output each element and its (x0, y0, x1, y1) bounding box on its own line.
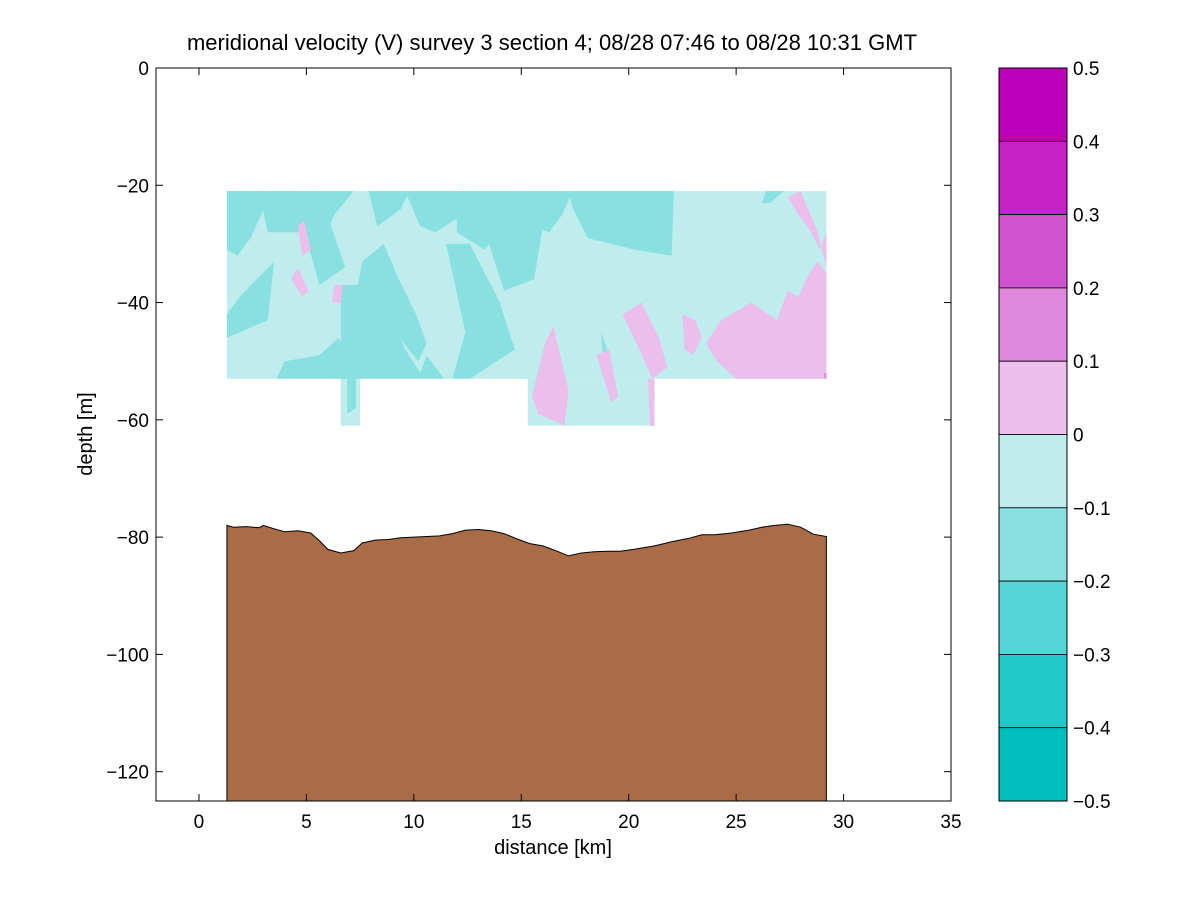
velocity-contours (226, 191, 827, 426)
y-axis-label: depth [m] (75, 392, 97, 475)
colorbar-level (998, 140, 1068, 216)
velocity-contour-region (291, 267, 309, 297)
colorbar: 0.5 0.4 0.3 0.2 0.1 0 −0.1 −0.2 −0.3 −0.4 −0.5 (998, 59, 1111, 813)
x-axis-ticks: 0 5 10 15 20 25 30 35 (194, 68, 962, 833)
velocity-contour-region (706, 261, 827, 379)
velocity-contour-region (358, 243, 427, 362)
velocity-contour-region (648, 378, 655, 426)
velocity-contour-region (368, 191, 410, 227)
colorbar-level (998, 67, 1068, 142)
y-tick-label: −120 (106, 763, 149, 784)
velocity-contour-region (568, 191, 674, 256)
chart-title: meridional velocity (V) survey 3 section… (187, 30, 917, 55)
velocity-contour-region (596, 349, 618, 403)
colorbar-tick-label: −0.5 (1073, 792, 1111, 813)
colorbar-tick-label: −0.3 (1073, 645, 1111, 666)
y-tick-label: −80 (117, 528, 149, 549)
y-tick-label: −60 (117, 411, 149, 432)
colorbar-tick-label: 0.2 (1073, 279, 1099, 300)
velocity-contour-region (297, 220, 311, 256)
velocity-contour-region (226, 261, 275, 338)
colorbar-level (998, 727, 1068, 802)
x-tick-label: 35 (940, 812, 961, 833)
x-tick-label: 30 (833, 812, 854, 833)
velocity-contour-region (276, 337, 356, 379)
colorbar-tick-label: 0.1 (1073, 352, 1099, 373)
velocity-contour-region (824, 372, 827, 379)
velocity-contour-region (532, 326, 569, 426)
colorbar-level (998, 360, 1068, 435)
seafloor-bathymetry (226, 523, 827, 802)
velocity-contour-region (347, 378, 356, 414)
axes-frame (155, 67, 952, 802)
x-tick-label: 15 (511, 812, 532, 833)
velocity-contour-region (340, 285, 444, 379)
colorbar-tick-label: −0.4 (1073, 719, 1111, 740)
y-tick-label: −40 (117, 294, 149, 315)
y-tick-label: 0 (138, 59, 149, 80)
velocity-contour-region (317, 191, 354, 244)
colorbar-tick-label: −0.2 (1073, 572, 1111, 593)
colorbar-level (998, 434, 1068, 509)
velocity-contour-region (761, 191, 784, 203)
velocity-contour-region (525, 191, 573, 233)
x-tick-label: 20 (618, 812, 639, 833)
y-tick-label: −20 (117, 176, 149, 197)
x-tick-label: 10 (403, 812, 424, 833)
colorbar-tick-label: 0.5 (1073, 59, 1099, 80)
colorbar-tick-label: 0 (1073, 426, 1084, 447)
colorbar-tick-label: −0.1 (1073, 499, 1111, 520)
velocity-contour-region (293, 191, 346, 285)
colorbar-tick-label: 0.4 (1073, 132, 1100, 153)
colorbar-level (998, 654, 1068, 729)
colorbar-level (998, 580, 1068, 655)
x-tick-label: 5 (301, 812, 312, 833)
velocity-contour-region (446, 243, 515, 379)
velocity-contour-region (682, 314, 702, 356)
colorbar-level (998, 214, 1068, 289)
seafloor (226, 523, 827, 802)
colorbar-tick-label: 0.3 (1073, 206, 1099, 227)
plot-area: 0 5 10 15 20 25 30 35 0 −20 −40 −60 −80 −100 −120 (106, 59, 961, 833)
y-tick-label: −100 (106, 645, 149, 666)
velocity-contour-region (226, 191, 272, 256)
y-axis-ticks: 0 −20 −40 −60 −80 −100 −120 (106, 59, 951, 784)
x-tick-label: 25 (726, 812, 747, 833)
velocity-contour-region (622, 302, 668, 379)
x-tick-label: 0 (194, 812, 205, 833)
colorbar-frame (998, 67, 1068, 802)
velocity-contour-region (332, 285, 343, 303)
colorbar-level (998, 287, 1068, 362)
velocity-contour-region (787, 191, 827, 268)
x-axis-label: distance [km] (494, 837, 612, 859)
colorbar-level (998, 507, 1068, 582)
